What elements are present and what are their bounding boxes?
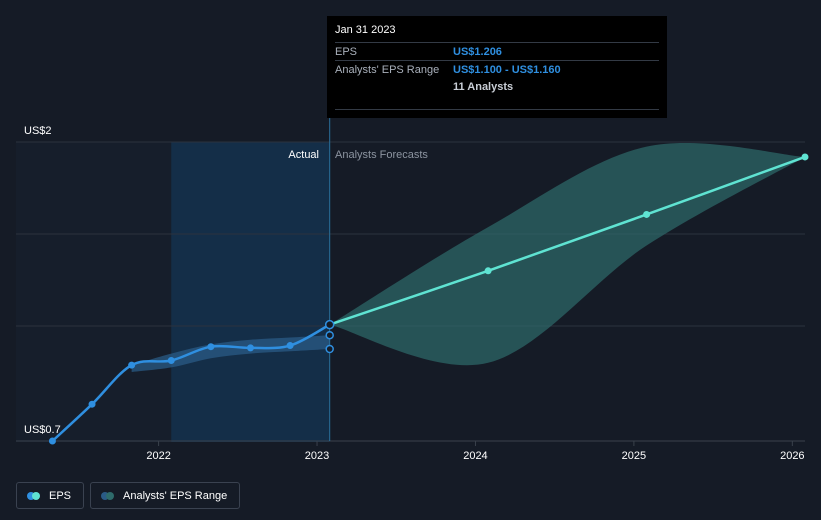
eps-actual-point bbox=[128, 361, 136, 369]
eps-actual-point bbox=[167, 357, 175, 364]
tooltip-range-label: Analysts' EPS Range bbox=[335, 63, 440, 76]
tooltip-range-value: US$1.100 - US$1.160 bbox=[453, 63, 561, 76]
tooltip-eps-label: EPS bbox=[335, 45, 358, 58]
tooltip-analysts-count: 11 Analysts bbox=[453, 80, 514, 93]
hover-tooltip: Jan 31 2023 EPS US$1.206 Analysts' EPS R… bbox=[327, 16, 667, 118]
eps-actual-point bbox=[88, 400, 96, 408]
eps-forecast-point bbox=[801, 153, 809, 161]
range-legend-icon bbox=[101, 491, 115, 500]
legend-range-label: Analysts' EPS Range bbox=[123, 489, 228, 502]
eps-actual-point bbox=[246, 344, 254, 352]
forecast-label: Analysts Forecasts bbox=[335, 149, 428, 161]
eps-points bbox=[48, 153, 809, 445]
eps-actual-point bbox=[286, 342, 294, 350]
actual-eps-range-band bbox=[131, 335, 330, 372]
tooltip-analysts-row: 11 Analysts bbox=[335, 78, 659, 95]
x-tick-label: 2022 bbox=[146, 450, 170, 462]
eps-actual-point bbox=[324, 319, 335, 330]
tooltip-range-row: Analysts' EPS Range US$1.100 - US$1.160 bbox=[335, 60, 659, 78]
x-tick-label: 2024 bbox=[463, 450, 487, 462]
eps-forecast-point bbox=[643, 210, 651, 218]
x-tick-label: 2025 bbox=[622, 450, 646, 462]
forecast-eps-range-band bbox=[329, 142, 805, 366]
eps-actual-point bbox=[207, 343, 215, 351]
eps-forecast-point bbox=[484, 267, 492, 275]
x-tick-label: 2026 bbox=[780, 450, 804, 462]
legend-eps-label: EPS bbox=[49, 489, 72, 502]
eps-range-point bbox=[325, 344, 334, 354]
tooltip-eps-row: EPS US$1.206 bbox=[335, 42, 659, 60]
y-axis-ticks: US$2 US$0.7 bbox=[24, 125, 61, 436]
actual-label: Actual bbox=[288, 149, 319, 161]
eps-forecast-line bbox=[329, 155, 806, 326]
eps-legend-icon bbox=[27, 491, 41, 500]
y-tick-label: US$0.7 bbox=[24, 424, 61, 436]
tooltip-eps-value: US$1.206 bbox=[453, 45, 502, 58]
legend-range-button[interactable]: Analysts' EPS Range bbox=[90, 482, 241, 509]
y-tick-label: US$2 bbox=[24, 125, 52, 137]
x-tick-label: 2023 bbox=[305, 450, 329, 462]
eps-actual-point bbox=[48, 437, 56, 445]
eps-range-point bbox=[325, 330, 334, 340]
chart-legend: EPS Analysts' EPS Range bbox=[16, 482, 241, 509]
tooltip-date: Jan 31 2023 bbox=[335, 24, 396, 36]
tooltip-divider bbox=[335, 109, 659, 110]
x-axis-ticks: 2022 2023 2024 2025 2026 bbox=[146, 441, 805, 462]
actual-highlight-panel bbox=[171, 142, 330, 442]
legend-eps-button[interactable]: EPS bbox=[16, 482, 85, 509]
